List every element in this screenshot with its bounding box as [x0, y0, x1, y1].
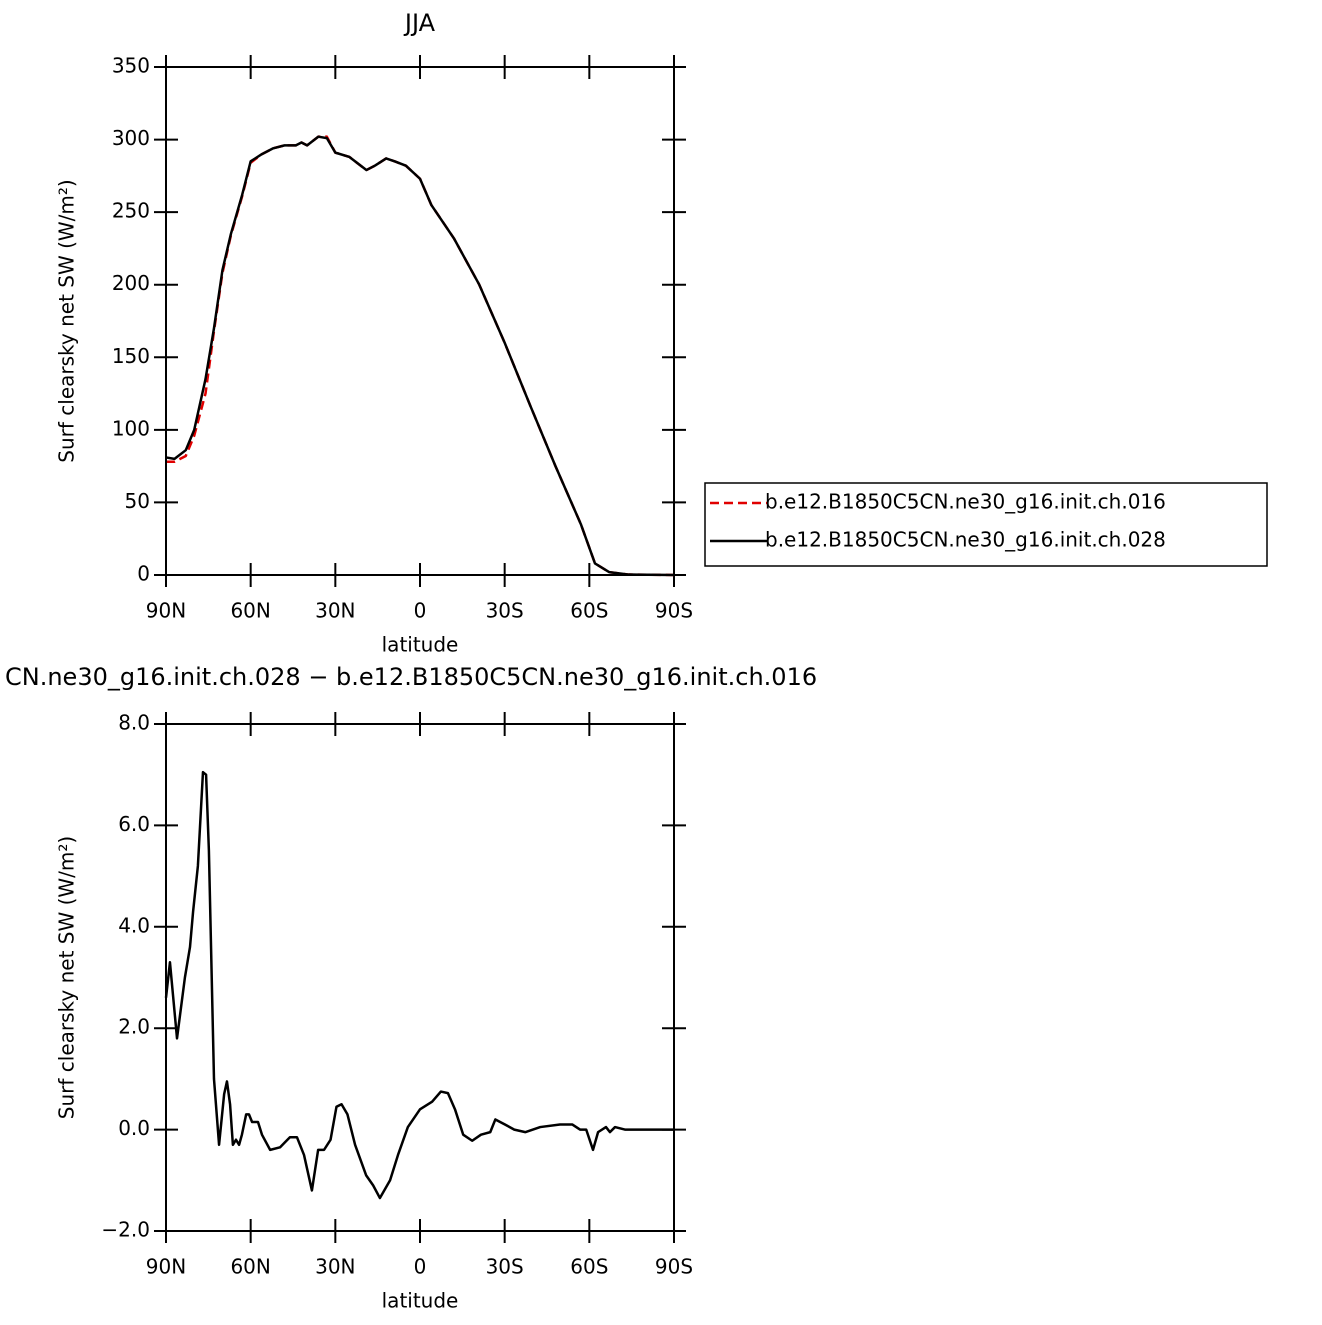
x-tick-label: 30N — [315, 1255, 355, 1279]
x-tick-label: 30N — [315, 599, 355, 623]
y-tick-label: 8.0 — [118, 711, 150, 735]
chart-title: CN.ne30_g16.init.ch.028 − b.e12.B1850C5C… — [5, 663, 817, 691]
x-tick-label: 60N — [230, 599, 270, 623]
y-tick-label: 200 — [112, 271, 150, 295]
legend-label: b.e12.B1850C5CN.ne30_g16.init.ch.016 — [765, 490, 1166, 514]
legend-box — [704, 482, 1268, 567]
x-tick-label: 0 — [414, 599, 427, 623]
y-tick-label: 0 — [137, 562, 150, 586]
chart-title: JJA — [403, 9, 436, 37]
x-tick-label: 60N — [230, 1255, 270, 1279]
y-tick-label: 350 — [112, 54, 150, 78]
y-tick-label: 6.0 — [118, 812, 150, 836]
x-tick-label: 90S — [655, 599, 693, 623]
plot-frame — [165, 66, 675, 576]
plot-frame — [165, 723, 675, 1232]
y-tick-label: 250 — [112, 199, 150, 223]
x-axis-label: latitude — [382, 633, 459, 657]
x-tick-label: 0 — [414, 1255, 427, 1279]
x-axis-label: latitude — [382, 1289, 459, 1313]
legend-label: b.e12.B1850C5CN.ne30_g16.init.ch.028 — [765, 528, 1166, 552]
y-tick-label: 4.0 — [118, 913, 150, 937]
data-line — [166, 135, 675, 577]
y-tick-label: 150 — [112, 344, 150, 368]
x-tick-label: 90S — [655, 1255, 693, 1279]
x-tick-label: 60S — [570, 1255, 608, 1279]
data-line — [165, 135, 675, 577]
y-tick-label: −2.0 — [101, 1218, 150, 1242]
y-tick-label: 2.0 — [118, 1015, 150, 1039]
y-axis-label: Surf clearsky net SW (W/m²) — [55, 836, 79, 1119]
y-tick-label: 50 — [125, 489, 150, 513]
y-tick-label: 100 — [112, 416, 150, 440]
y-tick-label: 300 — [112, 126, 150, 150]
y-tick-label: 0.0 — [118, 1116, 150, 1140]
x-tick-label: 90N — [146, 1255, 186, 1279]
data-line — [164, 770, 674, 1200]
y-axis-label: Surf clearsky net SW (W/m²) — [55, 179, 79, 462]
x-tick-label: 30S — [486, 1255, 524, 1279]
x-tick-label: 30S — [486, 599, 524, 623]
x-tick-label: 90N — [146, 599, 186, 623]
x-tick-label: 60S — [570, 599, 608, 623]
